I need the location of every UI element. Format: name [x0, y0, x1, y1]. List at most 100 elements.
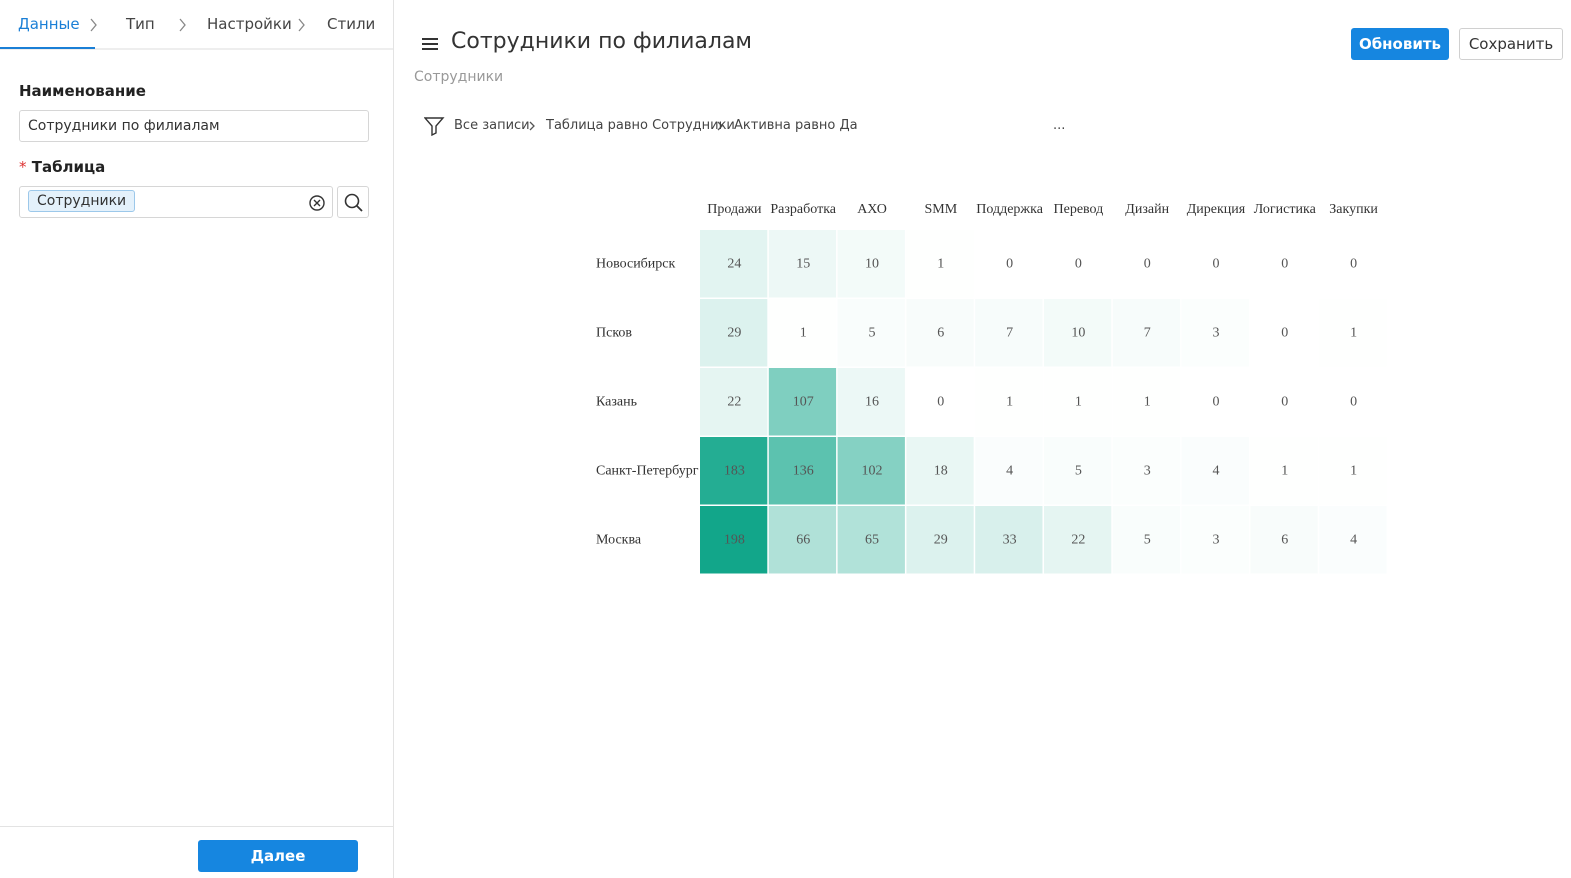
tab[interactable]: Тип [126, 15, 155, 33]
heat-cell [906, 368, 974, 436]
cell-label: 0 [937, 395, 944, 410]
cell-label: 0 [1350, 257, 1357, 272]
cell-label: 29 [934, 533, 948, 548]
cell-label: 29 [727, 326, 741, 341]
heat-cell [975, 506, 1043, 574]
table-input[interactable]: Сотрудники [19, 186, 333, 218]
heat-cell [1319, 230, 1387, 298]
heat-cell [700, 230, 768, 298]
cell-label: 18 [934, 464, 948, 479]
tab[interactable]: Настройки [207, 15, 292, 33]
heat-cell [975, 230, 1043, 298]
column-label: SMM [924, 202, 957, 217]
heat-cell [1319, 368, 1387, 436]
row-label: Псков [596, 326, 632, 341]
row-label: Москва [596, 533, 642, 548]
filter-item[interactable]: Активна равно Да [734, 118, 858, 133]
cell-label: 0 [1213, 395, 1220, 410]
search-icon [344, 193, 363, 212]
heat-cell [1250, 368, 1318, 436]
column-label: АХО [857, 202, 887, 217]
cell-label: 24 [727, 257, 741, 272]
row-label: Санкт-Петербург [596, 464, 699, 479]
cell-label: 0 [1281, 257, 1288, 272]
filter-item[interactable]: Таблица равно Сотрудники [546, 118, 735, 133]
heat-cell [975, 437, 1043, 505]
cell-label: 4 [1213, 464, 1220, 479]
cell-label: 22 [1071, 533, 1085, 548]
cell-label: 5 [1075, 464, 1082, 479]
column-label: Разработка [770, 202, 836, 217]
heat-cell [768, 368, 837, 436]
heat-cell [837, 230, 905, 298]
cell-label: 136 [793, 464, 814, 479]
cell-label: 198 [724, 533, 745, 548]
update-button[interactable]: Обновить [1351, 28, 1449, 60]
cell-label: 33 [1003, 533, 1017, 548]
column-label: Закупки [1329, 202, 1378, 217]
column-label: Перевод [1054, 202, 1104, 217]
heat-cell [1181, 368, 1249, 436]
tab[interactable]: Стили [327, 15, 376, 33]
cell-label: 3 [1144, 464, 1151, 479]
cell-label: 107 [793, 395, 814, 410]
cell-label: 0 [1281, 326, 1288, 341]
heat-cell [700, 299, 768, 367]
search-button[interactable] [337, 186, 369, 218]
tab[interactable]: Данные [18, 15, 80, 33]
cell-label: 183 [724, 464, 745, 479]
cell-label: 1 [1350, 464, 1357, 479]
heat-cell [1044, 506, 1112, 574]
cell-label: 5 [1144, 533, 1151, 548]
cell-label: 4 [1006, 464, 1013, 479]
cell-label: 0 [1144, 257, 1151, 272]
heatmap: Продажи Разработка АХО SMM Поддержка Перевод Д… [596, 202, 1387, 574]
row-label: Казань [596, 395, 637, 410]
heat-cell [768, 506, 837, 574]
cell-label: 22 [727, 395, 741, 410]
heat-cell [975, 299, 1043, 367]
row-label: Новосибирск [596, 257, 676, 272]
heat-cell [1112, 368, 1181, 436]
heat-cell [906, 299, 974, 367]
cell-label: 10 [865, 257, 879, 272]
cell-label: 1 [937, 257, 944, 272]
heat-cell [1250, 437, 1318, 505]
heat-cell [906, 230, 974, 298]
cell-label: 15 [796, 257, 810, 272]
field-label: Наименование [19, 82, 146, 100]
tag: Сотрудники [28, 190, 136, 212]
save-button[interactable]: Сохранить [1459, 28, 1563, 60]
heat-cell [768, 437, 837, 505]
column-label: Продажи [707, 202, 762, 217]
next-button[interactable]: Далее [198, 840, 358, 872]
tab-decor [0, 18, 393, 50]
heat-cell [1319, 506, 1387, 574]
heat-cell [975, 368, 1043, 436]
heat-cell [700, 437, 768, 505]
heat-cell [837, 368, 905, 436]
cell-label: 0 [1281, 395, 1288, 410]
filter-item[interactable]: Все записи [454, 118, 530, 133]
heat-cell [768, 230, 837, 298]
column-label: Дизайн [1125, 202, 1169, 217]
cell-label: 1 [1350, 326, 1357, 341]
heat-cell [1250, 506, 1318, 574]
filter-more[interactable]: ... [1053, 118, 1066, 133]
heat-cell [837, 437, 905, 505]
heat-cell [1250, 230, 1318, 298]
page-title: Сотрудники по филиалам [451, 29, 753, 54]
name-input[interactable]: Сотрудники по филиалам [19, 110, 369, 142]
cell-label: 3 [1213, 533, 1220, 548]
heat-cell [1181, 506, 1249, 574]
menu-icon[interactable] [420, 34, 442, 54]
cell-label: 0 [1350, 395, 1357, 410]
heat-cell [1319, 299, 1387, 367]
heat-cell [1319, 437, 1387, 505]
clear-icon[interactable] [308, 194, 326, 212]
heat-cell [700, 368, 768, 436]
cell-label: 7 [1006, 326, 1013, 341]
cell-label: 0 [1075, 257, 1082, 272]
cell-label: 16 [865, 395, 879, 410]
heat-cell [1181, 437, 1249, 505]
